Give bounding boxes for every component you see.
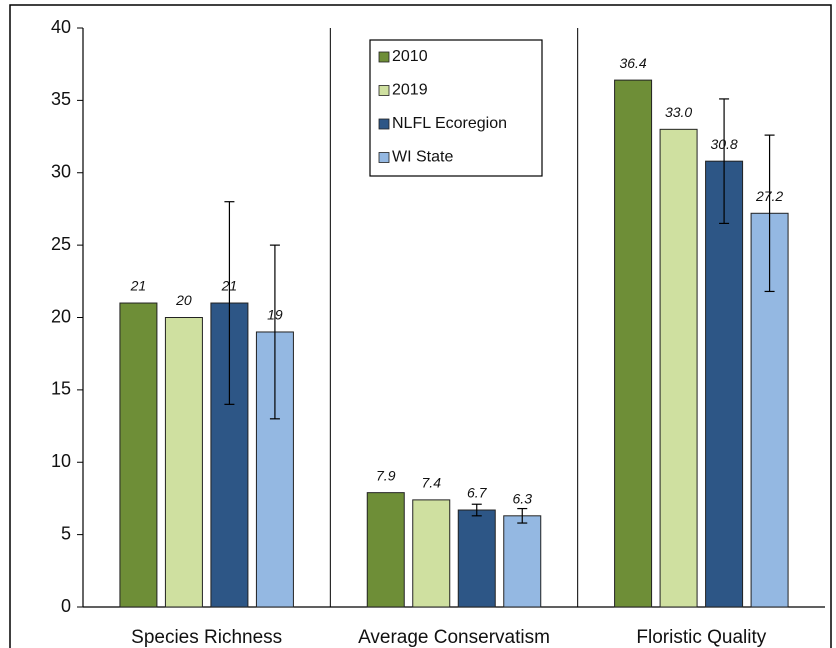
value-label: 21: [221, 278, 238, 294]
error-bar: [764, 134, 775, 293]
value-label: 20: [175, 292, 192, 308]
y-tick-label: 40: [51, 17, 71, 37]
legend-label: 2010: [392, 48, 428, 65]
bar: [366, 492, 405, 608]
y-tick-label: 30: [51, 162, 71, 182]
error-bar: [517, 507, 528, 524]
bar: [503, 515, 542, 608]
value-label: 36.4: [619, 55, 646, 71]
value-label: 6.3: [513, 491, 533, 507]
bar: [659, 128, 698, 608]
legend-swatch: [378, 51, 390, 63]
value-label: 19: [267, 307, 283, 323]
bar: [119, 302, 158, 608]
y-tick-label: 10: [51, 451, 71, 471]
y-tick-label: 5: [61, 523, 71, 543]
value-label: 27.2: [755, 188, 783, 204]
value-label: 30.8: [710, 136, 737, 152]
legend-box: [369, 39, 543, 177]
y-tick-label: 20: [51, 306, 71, 326]
legend-swatch: [378, 118, 390, 130]
x-tick-label: Average Conservatism: [358, 627, 550, 648]
value-label: 7.9: [376, 467, 396, 483]
y-tick-label: 15: [51, 379, 71, 399]
y-tick-label: 0: [61, 596, 71, 616]
legend-label: WI State: [392, 149, 453, 166]
x-tick-label: Floristic Quality: [636, 627, 766, 648]
value-label: 21: [130, 278, 147, 294]
frame: [9, 4, 832, 648]
bar: [614, 79, 653, 608]
value-label: 33.0: [665, 104, 692, 120]
legend-label: NLFL Ecoregion: [392, 115, 507, 132]
bar: [412, 499, 451, 608]
error-bar: [224, 201, 235, 405]
value-label: 6.7: [467, 485, 488, 501]
error-bar: [719, 98, 730, 225]
y-tick-label: 35: [51, 89, 71, 109]
x-tick-label: Species Richness: [131, 627, 282, 648]
error-bar: [269, 244, 280, 420]
legend-swatch: [378, 152, 390, 163]
bar: [457, 509, 496, 608]
bar: [164, 317, 203, 608]
legend-label: 2019: [392, 82, 428, 99]
bar: [705, 160, 744, 608]
legend-swatch: [378, 85, 390, 96]
error-bar: [471, 503, 482, 517]
value-label: 7.4: [422, 475, 442, 491]
y-tick-label: 25: [51, 234, 71, 254]
